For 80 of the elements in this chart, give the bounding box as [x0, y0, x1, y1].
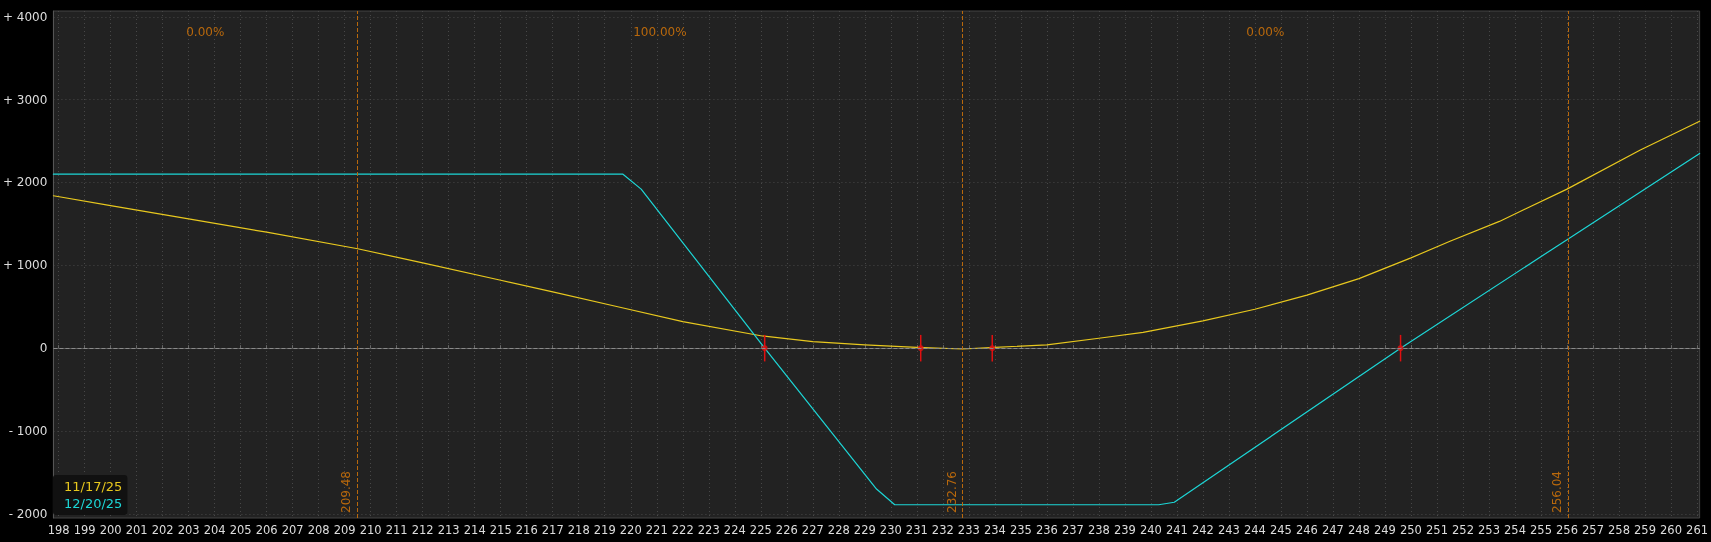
x-tick-label: 240	[1139, 523, 1162, 537]
x-tick-label: 228	[827, 523, 850, 537]
x-tick-label: 245	[1269, 523, 1292, 537]
x-tick-label: 208	[307, 523, 330, 537]
x-tick-label: 230	[879, 523, 902, 537]
x-tick-label: 250	[1399, 523, 1422, 537]
x-tick-label: 251	[1425, 523, 1448, 537]
ref-line-label: 209.48	[339, 471, 354, 513]
annotation: 0.00%	[1246, 25, 1285, 39]
x-tick-label: 204	[203, 523, 226, 537]
x-tick-label: 254	[1504, 523, 1526, 537]
x-tick-label: 207	[281, 523, 304, 537]
y-tick-label: + 3000	[2, 92, 48, 107]
ref-line-label: 232.76	[944, 471, 959, 513]
x-tick-label: 249	[1373, 523, 1396, 537]
x-tick-label: 209	[333, 523, 356, 537]
x-tick-label: 237	[1061, 523, 1084, 537]
x-tick-label: 210	[359, 523, 382, 537]
ref-line-label: 256.04	[1550, 471, 1565, 513]
x-tick-label: 218	[567, 523, 590, 537]
x-tick-label: 200	[99, 523, 122, 537]
x-tick-label: 229	[853, 523, 876, 537]
x-tick-label: 238	[1087, 523, 1110, 537]
y-tick-label: + 2000	[2, 175, 48, 190]
x-tick-label: 247	[1321, 523, 1344, 537]
x-tick-label: 244	[1243, 523, 1266, 537]
x-tick-label: 253	[1478, 523, 1500, 537]
x-tick-label: 259	[1634, 523, 1656, 537]
x-tick-label: 231	[905, 523, 928, 537]
x-tick-label: 206	[255, 523, 278, 537]
x-tick-label: 243	[1217, 523, 1240, 537]
x-tick-label: 217	[541, 523, 564, 537]
x-tick-label: 220	[619, 523, 642, 537]
x-tick-label: 211	[385, 523, 408, 537]
x-tick-label: 252	[1451, 523, 1474, 537]
x-tick-label: 222	[671, 523, 694, 537]
x-tick-label: 223	[697, 523, 720, 537]
x-tick-label: 232	[931, 523, 954, 537]
y-tick-label: 0	[39, 341, 48, 356]
x-tick-label: 248	[1347, 523, 1370, 537]
x-tick-label: 255	[1530, 523, 1552, 537]
x-tick-label: 234	[983, 523, 1006, 537]
x-tick-label: 221	[645, 523, 668, 537]
x-tick-label: 236	[1035, 523, 1058, 537]
x-tick-label: 225	[749, 523, 772, 537]
text: 12/20/25	[64, 496, 123, 511]
y-tick-label: - 2000	[8, 506, 48, 521]
x-tick-label: 260	[1660, 523, 1682, 537]
x-tick-label: 226	[775, 523, 798, 537]
annotation: 100.00%	[633, 25, 687, 39]
x-tick-label: 212	[411, 523, 434, 537]
x-tick-label: 261	[1686, 523, 1709, 537]
x-tick-label: 199	[73, 523, 96, 537]
x-tick-label: 198	[47, 523, 70, 537]
y-tick-label: - 1000	[8, 424, 48, 439]
text: 11/17/25	[64, 479, 123, 494]
x-tick-label: 216	[515, 523, 538, 537]
x-tick-label: 227	[801, 523, 824, 537]
x-tick-label: 257	[1582, 523, 1604, 537]
x-tick-label: 219	[593, 523, 616, 537]
x-tick-label: 213	[437, 523, 460, 537]
y-tick-label: + 4000	[2, 9, 48, 24]
x-tick-label: 214	[463, 523, 486, 537]
x-tick-label: 241	[1165, 523, 1188, 537]
x-tick-label: 233	[957, 523, 980, 537]
x-tick-label: 224	[723, 523, 746, 537]
x-tick-label: 239	[1113, 523, 1136, 537]
x-tick-label: 242	[1191, 523, 1214, 537]
x-tick-label: 201	[125, 523, 148, 537]
line-series	[52, 120, 1701, 350]
x-tick-label: 215	[489, 523, 512, 537]
y-tick-label: + 1000	[2, 258, 48, 273]
x-tick-label: 246	[1295, 523, 1318, 537]
x-tick-label: 258	[1608, 523, 1630, 537]
annotation: 0.00%	[186, 25, 225, 39]
x-tick-label: 203	[177, 523, 200, 537]
x-tick-label: 205	[229, 523, 252, 537]
x-tick-label: 256	[1556, 523, 1578, 537]
x-tick-label: 202	[151, 523, 174, 537]
x-tick-label: 235	[1009, 523, 1032, 537]
